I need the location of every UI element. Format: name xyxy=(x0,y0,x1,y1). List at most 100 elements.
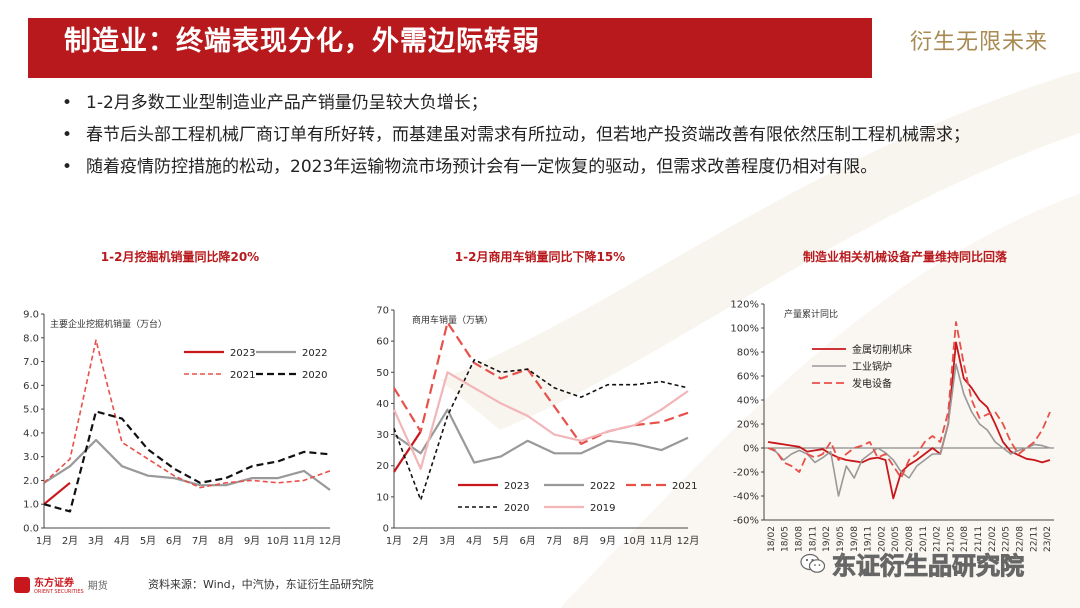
chart-title-machinery: 制造业相关机械设备产量维持同比回落 xyxy=(802,250,1007,264)
legend-label: 2021 xyxy=(230,370,255,381)
y-tick-label: 20 xyxy=(376,461,389,472)
chart-title-commercial-vehicle: 1-2月商用车销量同比下降15% xyxy=(454,250,626,264)
y-tick-label: 60% xyxy=(737,372,759,383)
legend-label: 2023 xyxy=(230,348,255,359)
y-tick-label: 120% xyxy=(730,300,759,311)
bullet-item: • 1-2月多数工业型制造业产品产销量仍呈较大负增长； xyxy=(60,88,1030,118)
x-tick-label: 20/05 xyxy=(891,526,901,552)
series-line-2022 xyxy=(393,408,689,464)
x-tick-label: 7月 xyxy=(546,535,562,547)
x-tick-label: 3月 xyxy=(88,535,104,547)
x-tick-label: 19/05 xyxy=(836,526,846,552)
x-tick-label: 19/11 xyxy=(864,526,874,552)
x-tick-label: 18/05 xyxy=(781,526,791,552)
y-tick-label: -60% xyxy=(733,516,759,527)
x-tick-label: 11月 xyxy=(293,535,316,547)
source-note: 资料来源：Wind，中汽协，东证衍生品研究院 xyxy=(148,578,374,591)
x-tick-label: 20/11 xyxy=(919,526,929,552)
y-tick-label: 60 xyxy=(376,337,389,348)
watermark-text: 东证衍生品研究院 xyxy=(832,552,1025,581)
y-tick-label: -40% xyxy=(733,492,759,503)
commercial-vehicle-sales-chart: 0 10 20 30 40 50 60 70 商用车销量（万辆） 1月 2月 3月 4月 5月 6月 7月 8月… xyxy=(376,306,699,548)
x-tick-label: 18/11 xyxy=(808,526,818,552)
logo-mark-icon xyxy=(14,576,30,593)
legend-label: 工业锅炉 xyxy=(852,361,892,373)
bullet-text: 春节后头部工程机械厂商订单有所好转，而基建虽对需求有所拉动，但若地产投资端改善有… xyxy=(86,125,970,145)
legend-label: 2020 xyxy=(504,503,529,514)
x-tick-label: 21/02 xyxy=(933,526,943,552)
y-tick-label: 10 xyxy=(376,492,389,503)
title-bar xyxy=(28,18,872,78)
y-tick-label: 2.0 xyxy=(23,476,39,487)
y-tick-label: 40% xyxy=(737,396,759,407)
excavator-sales-chart: 0.0 1.0 2.0 3.0 4.0 5.0 6.0 7.0 8.0 9.0 主要企业挖掘机销量（… xyxy=(23,310,342,548)
x-tick-label: 19/02 xyxy=(822,526,832,552)
x-tick-label: 10月 xyxy=(623,535,646,547)
y-tick-label: 5.0 xyxy=(23,405,39,416)
bullet-symbol: • xyxy=(62,93,73,113)
wechat-icon xyxy=(800,553,826,573)
x-tick-label: 5月 xyxy=(493,535,509,547)
watermark: 东证衍生品研究院 xyxy=(800,546,1025,581)
y-tick-label: 1.0 xyxy=(23,500,39,511)
series-line-2020 xyxy=(43,410,331,513)
bullet-symbol: • xyxy=(62,125,73,145)
series-line-金属切削机床 xyxy=(767,341,1051,500)
y-tick-label: 0 xyxy=(383,524,389,535)
y-tick-label: 6.0 xyxy=(23,381,39,392)
series-line-2021 xyxy=(43,339,331,489)
x-tick-label: 22/08 xyxy=(1015,526,1025,552)
x-tick-label: 22/05 xyxy=(1002,526,1012,552)
y-tick-label: 4.0 xyxy=(23,428,39,439)
bullet-symbol: • xyxy=(62,157,73,177)
legend-label: 2022 xyxy=(302,348,327,359)
chart-title-excavator: 1-2月挖掘机销量同比降20% xyxy=(100,250,260,264)
x-tick-label: 4月 xyxy=(114,535,130,547)
logo-name-block: 东方证券 ORIENT SECURITIES xyxy=(34,574,84,595)
legend-label: 2023 xyxy=(504,481,529,492)
series-line-2023 xyxy=(393,430,422,473)
y-tick-label: 80% xyxy=(737,348,759,359)
x-tick-label: 22/02 xyxy=(988,526,998,552)
x-tick-label: 1月 xyxy=(386,535,402,547)
logo-name: 东方证券 xyxy=(34,578,74,589)
x-tick-label: 8月 xyxy=(573,535,589,547)
y-axis-label: 产量累计同比 xyxy=(784,308,838,320)
y-tick-label: 40 xyxy=(376,399,389,410)
x-tick-label: 1月 xyxy=(36,535,52,547)
x-tick-label: 10月 xyxy=(267,535,290,547)
y-tick-label: 8.0 xyxy=(23,333,39,344)
y-tick-label: 70 xyxy=(376,306,389,317)
y-axis-label: 商用车销量（万辆） xyxy=(412,314,493,326)
bullet-item: • 随着疫情防控措施的松动，2023年运输物流市场预计会有一定恢复的驱动，但需求… xyxy=(60,152,1030,182)
legend-label: 2022 xyxy=(590,481,615,492)
y-axis-label: 主要企业挖掘机销量（万台） xyxy=(50,318,167,330)
brand-slogan: 衍生无限未来 xyxy=(910,30,1049,55)
bullet-text: 1-2月多数工业型制造业产品产销量仍呈较大负增长； xyxy=(86,93,488,113)
bullet-item: • 春节后头部工程机械厂商订单有所好转，而基建虽对需求有所拉动，但若地产投资端改… xyxy=(60,120,1030,150)
y-tick-label: 0% xyxy=(743,444,759,455)
x-tick-label: 8月 xyxy=(218,535,234,547)
y-tick-label: 0.0 xyxy=(23,524,39,535)
x-tick-label: 11月 xyxy=(650,535,673,547)
x-tick-label: 21/08 xyxy=(960,526,970,552)
x-tick-label: 12月 xyxy=(319,535,342,547)
x-tick-label: 19/08 xyxy=(850,526,860,552)
x-tick-label: 18/08 xyxy=(795,526,805,552)
x-tick-label: 20/08 xyxy=(905,526,915,552)
company-logo: 东方证券 ORIENT SECURITIES 期货 xyxy=(14,574,108,595)
legend-label: 发电设备 xyxy=(852,377,892,390)
bullet-list: • 1-2月多数工业型制造业产品产销量仍呈较大负增长； • 春节后头部工程机械厂… xyxy=(60,88,1030,184)
x-tick-label: 21/05 xyxy=(946,526,956,552)
logo-sub: 期货 xyxy=(87,581,108,592)
legend-label: 2019 xyxy=(590,503,615,514)
y-tick-label: 30 xyxy=(376,430,389,441)
machinery-output-chart: -60% -40% -20% 0% 20% 40% 60% 80% 100% 120% 产量累计同比… xyxy=(730,300,1054,552)
y-tick-label: 3.0 xyxy=(23,452,39,463)
x-tick-label: 9月 xyxy=(600,535,616,547)
series-line-2023 xyxy=(43,481,71,506)
y-tick-label: 50 xyxy=(376,368,389,379)
x-tick-label: 4月 xyxy=(466,535,482,547)
y-tick-label: 100% xyxy=(730,324,759,335)
x-tick-label: 6月 xyxy=(519,535,535,547)
